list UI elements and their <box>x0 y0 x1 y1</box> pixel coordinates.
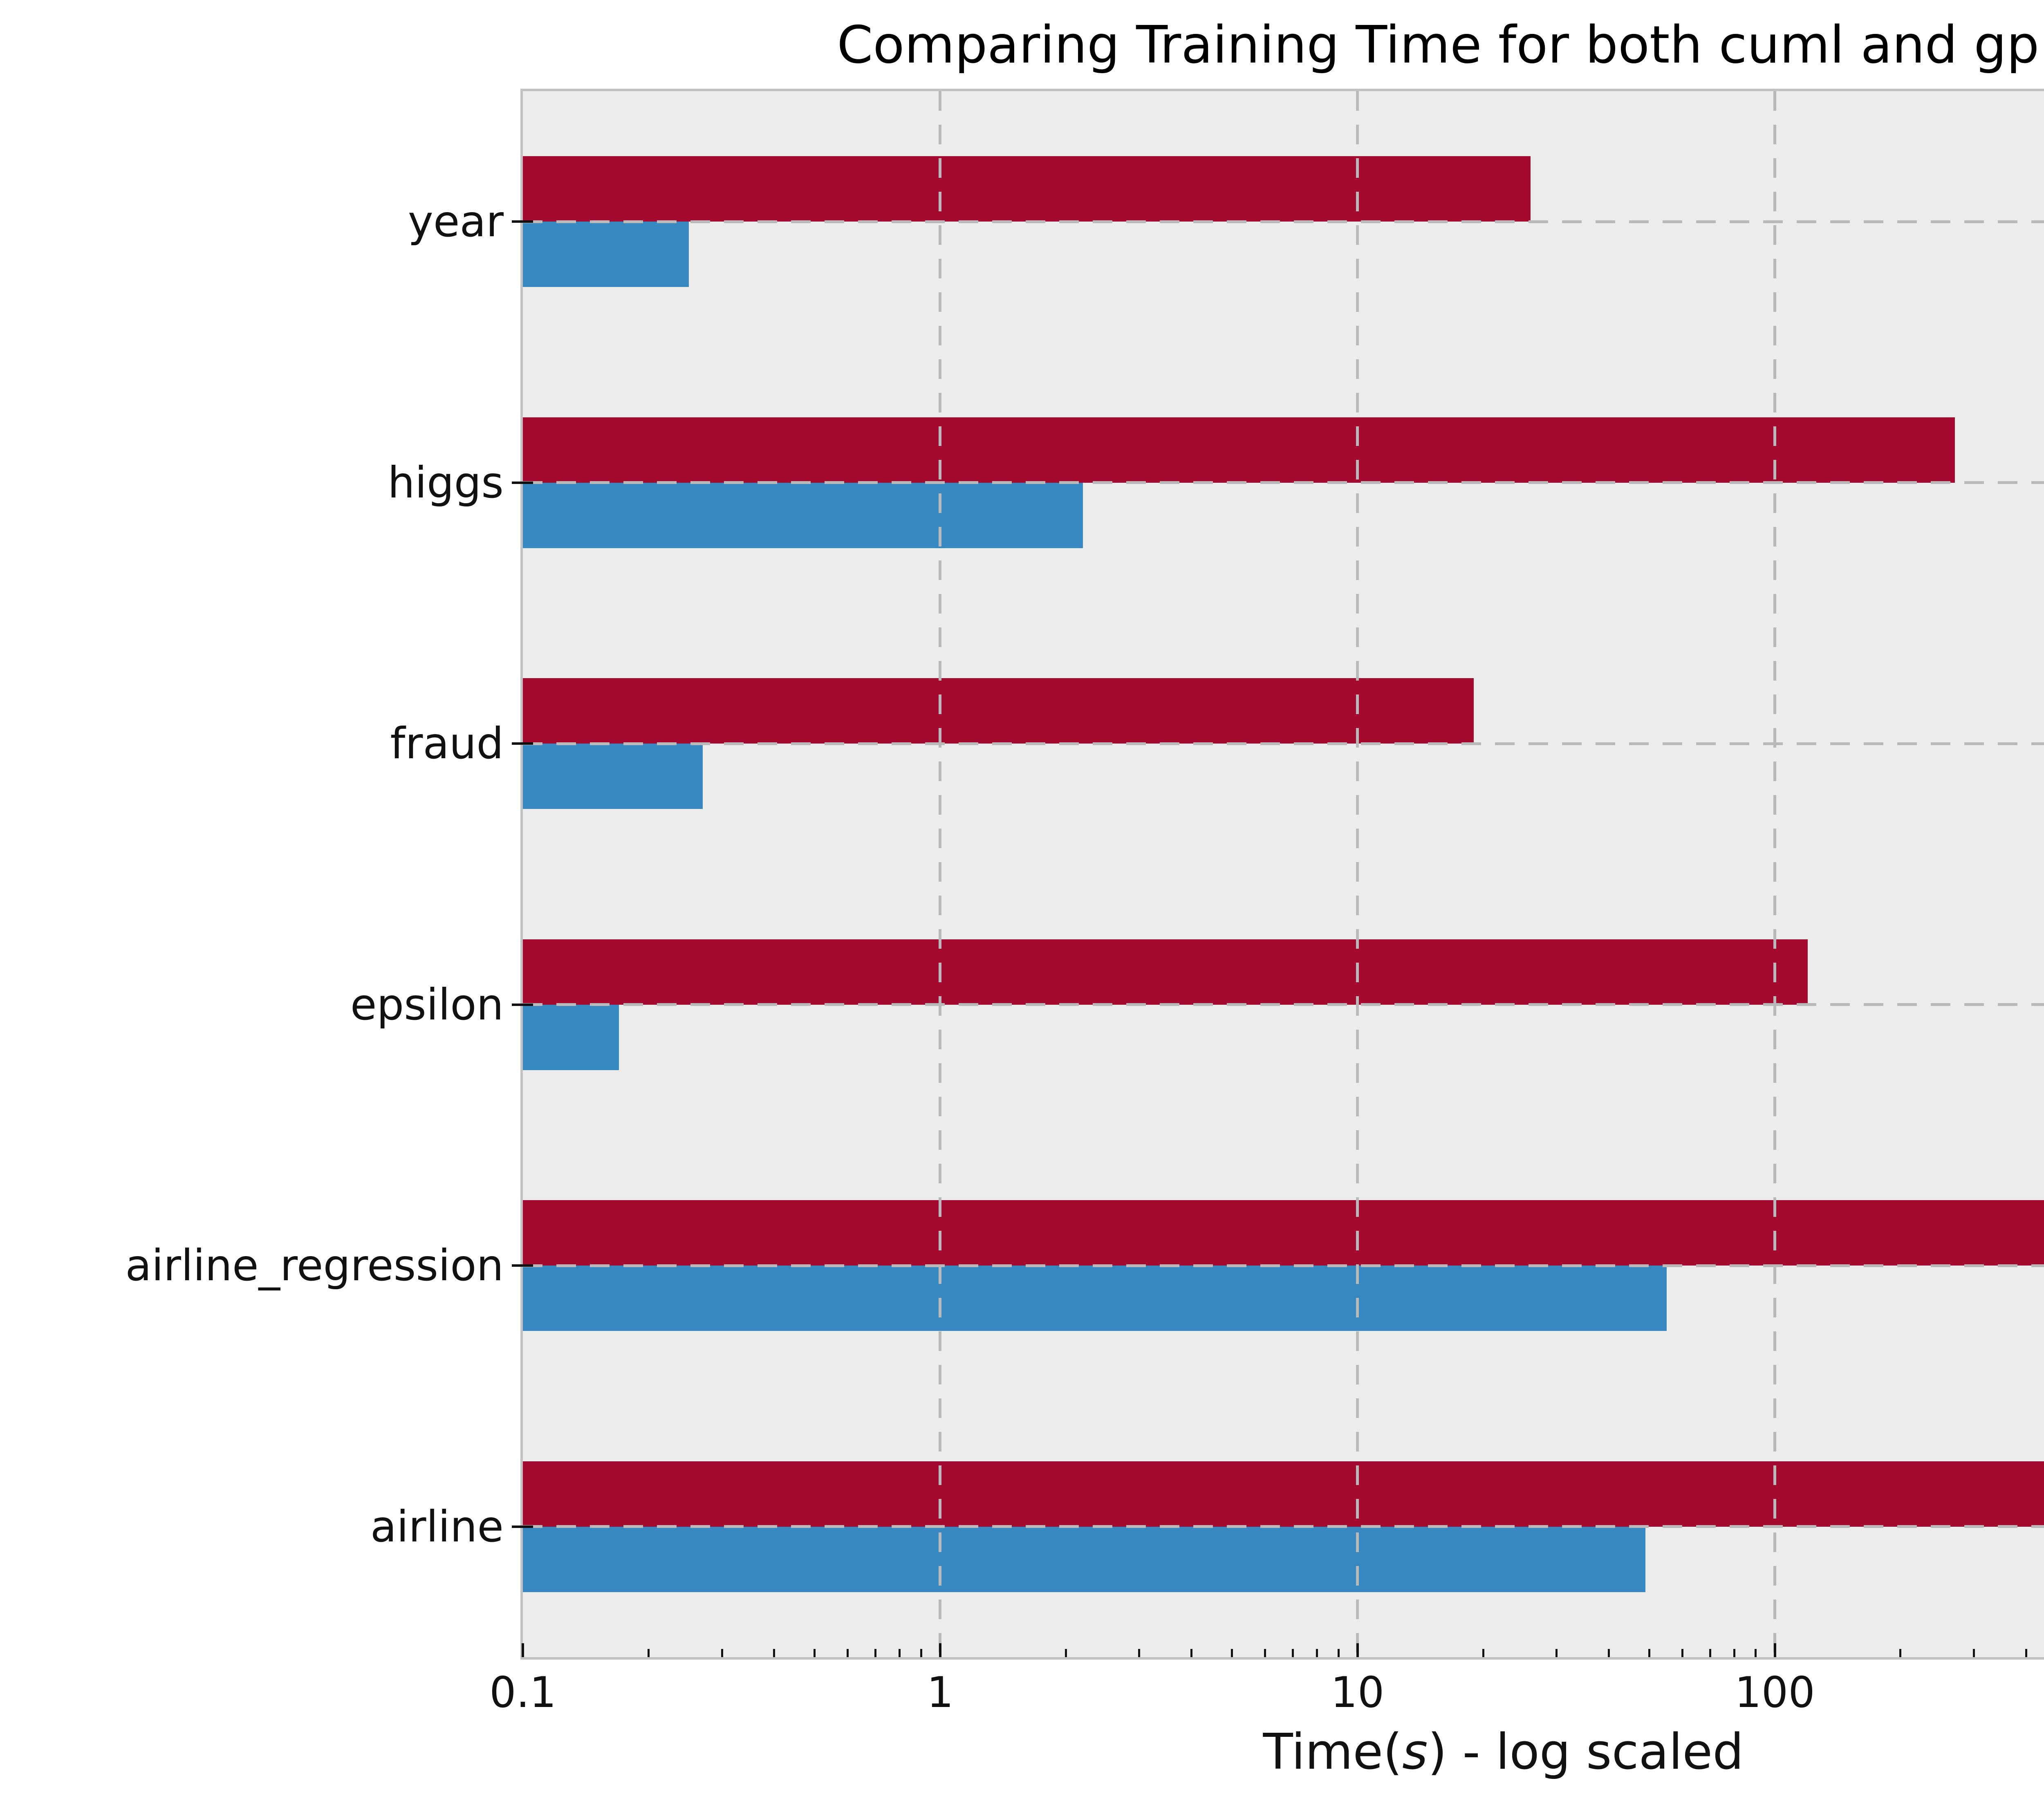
x-minor-tick-2 <box>1065 1649 1067 1657</box>
x-minor-tick-7 <box>1292 1649 1294 1657</box>
x-minor-tick-30 <box>1555 1649 1558 1657</box>
x-axis-label: Time(s) - log scaled <box>1263 1724 1744 1781</box>
y-tick-label-epsilon: epsilon <box>350 979 504 1030</box>
x-minor-tick-60 <box>1681 1649 1683 1657</box>
x-minor-tick-3 <box>1138 1649 1141 1657</box>
y-tick-label-higgs: higgs <box>388 457 504 508</box>
bar-cuml-higgs <box>523 482 1083 548</box>
bar-cuml-airline <box>523 1526 1646 1592</box>
x-minor-tick-8 <box>1316 1649 1318 1657</box>
bar-cuml-epsilon <box>523 1004 619 1070</box>
gridline-vertical-1 <box>939 91 942 1657</box>
bar-gplearn-airline <box>523 1461 2044 1527</box>
y-tick-label-airline: airline <box>370 1501 504 1552</box>
x-minor-tick-0.2 <box>647 1649 650 1657</box>
gridline-vertical-10 <box>1356 91 1359 1657</box>
x-minor-tick-0.8 <box>899 1649 901 1657</box>
y-tick-airline <box>512 1525 533 1528</box>
x-minor-tick-6 <box>1264 1649 1266 1657</box>
gridline-horizontal-epsilon <box>523 1003 2044 1006</box>
gridline-horizontal-year <box>523 220 2044 223</box>
bar-gplearn-higgs <box>523 417 1955 483</box>
x-tick-label-10: 10 <box>1331 1668 1385 1717</box>
x-minor-tick-200 <box>1899 1649 1902 1657</box>
x-minor-tick-9 <box>1337 1649 1340 1657</box>
y-tick-fraud <box>512 742 533 745</box>
gridline-horizontal-higgs <box>523 481 2044 484</box>
y-tick-year <box>512 220 533 223</box>
bar-cuml-year <box>523 222 689 287</box>
x-tick-label-1: 1 <box>927 1668 954 1717</box>
x-minor-tick-4 <box>1190 1649 1192 1657</box>
x-minor-tick-50 <box>1648 1649 1650 1657</box>
y-tick-label-fraud: fraud <box>390 719 504 769</box>
x-minor-tick-90 <box>1755 1649 1757 1657</box>
x-tick-10 <box>1356 1643 1359 1657</box>
x-axis-label-italic-s: s <box>1402 1724 1428 1781</box>
y-tick-higgs <box>512 481 533 484</box>
x-minor-tick-0.4 <box>773 1649 775 1657</box>
x-minor-tick-20 <box>1482 1649 1484 1657</box>
x-tick-1 <box>939 1643 941 1657</box>
x-tick-100 <box>1773 1643 1776 1657</box>
x-minor-tick-0.7 <box>874 1649 877 1657</box>
y-tick-label-year: year <box>408 197 504 247</box>
x-minor-tick-70 <box>1709 1649 1711 1657</box>
x-minor-tick-80 <box>1733 1649 1736 1657</box>
bar-cuml-fraud <box>523 744 703 809</box>
y-tick-airline_regression <box>512 1264 533 1267</box>
x-minor-tick-0.6 <box>846 1649 849 1657</box>
x-tick-label-0.1: 0.1 <box>489 1668 556 1717</box>
y-tick-label-airline_regression: airline_regression <box>125 1241 504 1291</box>
bar-gplearn-airline_regression <box>523 1200 2044 1266</box>
x-minor-tick-5 <box>1230 1649 1233 1657</box>
plot-canvas: Implementation cuml gplearn <box>512 91 2044 1657</box>
plot-area: Implementation cuml gplearn <box>512 89 2044 1660</box>
chart-title: Comparing Training Time for both cuml an… <box>837 15 2044 75</box>
x-tick-label-100: 100 <box>1735 1668 1815 1717</box>
gridline-horizontal-fraud <box>523 742 2044 745</box>
x-tick-0.1 <box>522 1643 524 1657</box>
x-minor-tick-300 <box>1973 1649 1975 1657</box>
x-minor-tick-400 <box>2025 1649 2027 1657</box>
y-tick-epsilon <box>512 1003 533 1006</box>
bar-cuml-airline_regression <box>523 1266 1667 1331</box>
x-minor-tick-0.9 <box>920 1649 922 1657</box>
bar-gplearn-fraud <box>523 678 1474 744</box>
bar-gplearn-epsilon <box>523 939 1808 1005</box>
gridline-horizontal-airline_regression <box>523 1264 2044 1267</box>
bar-gplearn-year <box>523 156 1531 222</box>
x-minor-tick-0.5 <box>814 1649 816 1657</box>
gridline-horizontal-airline <box>523 1525 2044 1528</box>
x-minor-tick-0.3 <box>721 1649 723 1657</box>
x-minor-tick-40 <box>1607 1649 1610 1657</box>
gridline-vertical-100 <box>1773 91 1777 1657</box>
